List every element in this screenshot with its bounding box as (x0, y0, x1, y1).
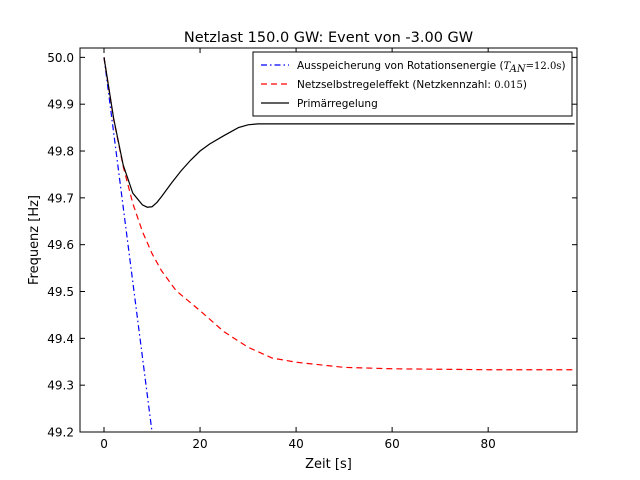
y-tick-label: 50.0 (47, 51, 74, 65)
legend: Ausspeicherung von Rotationsenergie (TAN… (252, 51, 573, 117)
y-tick-label: 49.3 (47, 379, 74, 393)
x-axis: 0 20 40 60 80 (100, 48, 496, 451)
chart-title: Netzlast 150.0 GW: Event von -3.00 GW (184, 30, 473, 46)
y-axis: 49.2 49.3 49.4 49.5 49.6 49.7 49.8 49.9 50.0 (47, 51, 577, 440)
x-tick-label: 0 (100, 437, 108, 451)
y-tick-label: 49.7 (47, 191, 74, 205)
x-axis-label: Zeit [s] (305, 457, 352, 472)
series-line-2 (103, 57, 575, 371)
legend-label-1: Ausspeicherung von Rotationsenergie (TAN… (297, 60, 566, 75)
y-axis-label: Frequenz [Hz] (27, 195, 42, 285)
x-tick-label: 40 (288, 437, 303, 451)
series-line-1 (103, 57, 153, 432)
series-line-3 (103, 57, 575, 208)
x-tick-label: 20 (192, 437, 207, 451)
y-tick-label: 49.2 (47, 426, 74, 440)
y-tick-label: 49.4 (47, 332, 74, 346)
plot-area (79, 47, 578, 433)
y-tick-label: 49.8 (47, 145, 74, 159)
legend-box (252, 51, 573, 117)
plot-frame (79, 47, 578, 433)
y-tick-label: 49.6 (47, 238, 74, 252)
x-tick-label: 60 (384, 437, 399, 451)
y-tick-label: 49.9 (47, 98, 74, 112)
legend-label-2: Netzselbstregeleffekt (Netzkennzahl: 0.0… (297, 79, 527, 91)
legend-label-3: Primärregelung (297, 98, 378, 110)
x-tick-label: 80 (481, 437, 496, 451)
y-tick-label: 49.5 (47, 285, 74, 299)
